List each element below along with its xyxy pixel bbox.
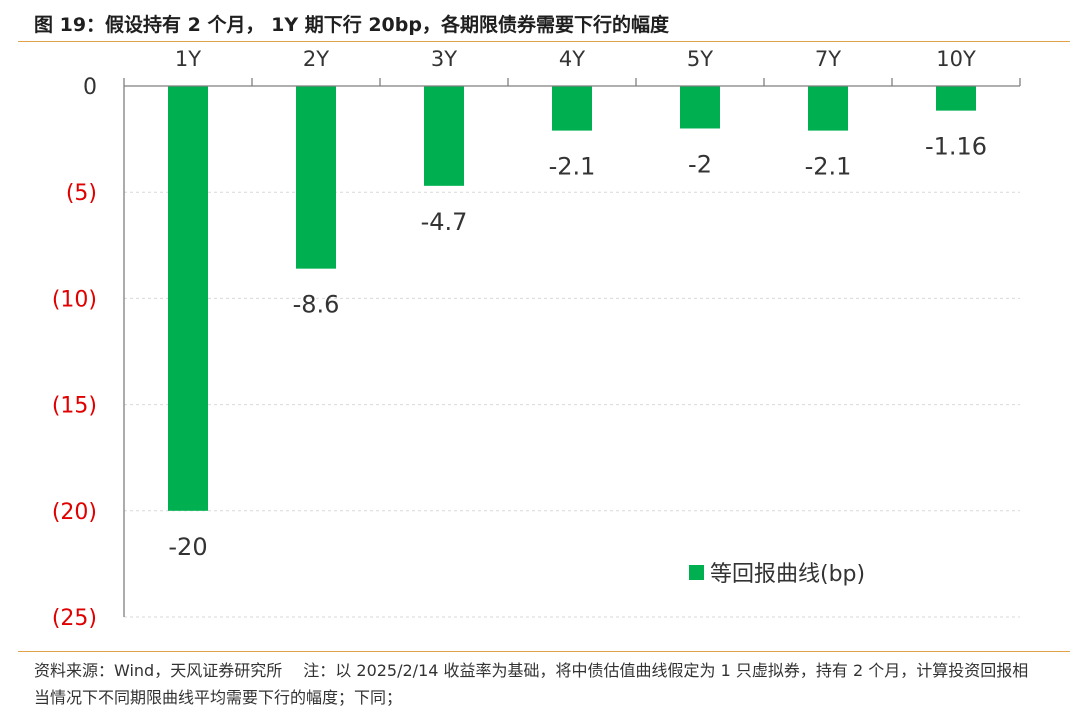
gridlines [124,191,1020,618]
data-label: -2.1 [805,153,852,181]
data-label: -8.6 [293,291,340,319]
x-tick-label: 7Y [815,47,841,71]
bars [168,86,976,511]
data-label: -20 [168,533,207,561]
bar [168,86,208,511]
y-tick-label: (5) [66,181,97,206]
bar [424,86,464,186]
legend-swatch [689,565,704,580]
x-tick-label: 2Y [303,47,329,71]
footer-rule [18,651,1070,652]
bar [552,86,592,131]
bar-chart: 0(5)(10)(15)(20)(25) 1Y 2Y 3Y 4Y 5Y 7Y 10Y -20… [52,47,1021,631]
bar [936,86,976,111]
x-tick-label: 1Y [175,47,201,71]
y-tick-label: 0 [83,75,97,100]
bar [808,86,848,131]
y-axis-ticks: 0 (5) (10) (15) (20) (25) [52,75,97,631]
x-tick-label: 10Y [936,47,976,71]
legend-label: 等回报曲线(bp) [710,562,865,587]
x-axis-labels: 1Y 2Y 3Y 4Y 5Y 7Y 10Y [175,47,976,71]
x-tick-label: 5Y [687,47,713,71]
data-label: -2 [688,150,712,178]
bar [296,86,336,269]
y-tick-label: (20) [52,500,97,525]
source-note: 资料来源：Wind，天风证券研究所 注：以 2025/2/14 收益率为基础，将… [34,661,1029,707]
x-axis [123,78,1021,617]
y-tick-label: (25) [52,606,97,631]
data-label: -2.1 [549,153,596,181]
figure-title: 图 19：假设持有 2 个月， 1Y 期下行 20bp，各期限债券需要下行的幅度 [34,14,669,36]
data-labels: -20 -8.6 -4.7 -2.1 -2 -2.1 -1.16 [168,133,987,561]
title-rule [18,41,1070,42]
y-tick-label: (10) [52,287,97,312]
data-label: -4.7 [421,208,468,236]
legend: 等回报曲线(bp) [689,562,865,587]
x-tick-label: 3Y [431,47,457,71]
data-label: -1.16 [925,133,987,161]
bar [680,86,720,129]
x-tick-label: 4Y [559,47,585,71]
y-tick-label: (15) [52,394,97,419]
